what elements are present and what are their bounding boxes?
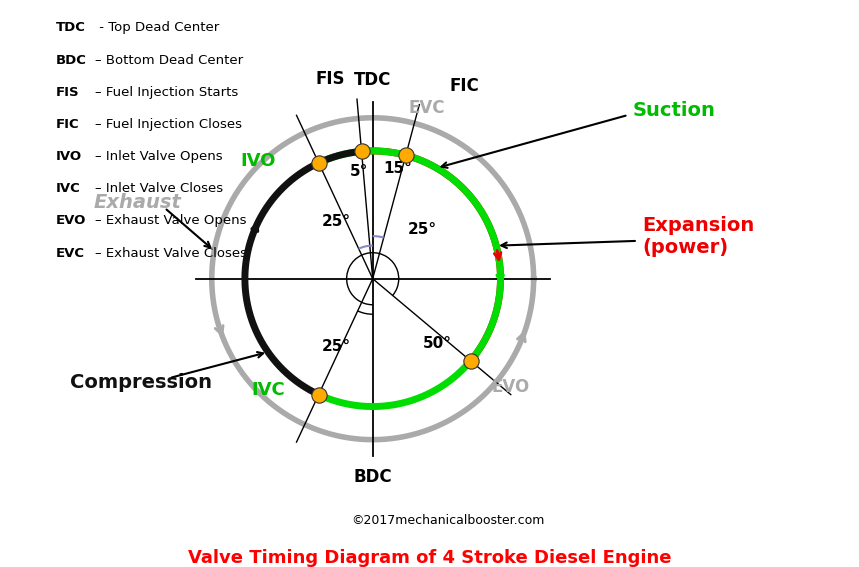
- Text: EVC: EVC: [409, 99, 445, 117]
- Text: 25°: 25°: [407, 222, 436, 237]
- Text: – Fuel Injection Closes: – Fuel Injection Closes: [95, 118, 242, 131]
- Text: IVC: IVC: [56, 182, 80, 195]
- Text: IVO: IVO: [241, 152, 276, 170]
- Text: 15°: 15°: [383, 162, 411, 176]
- Text: 25°: 25°: [322, 214, 351, 230]
- Text: BDC: BDC: [353, 468, 392, 486]
- Text: – Exhaust Valve Opens: – Exhaust Valve Opens: [95, 214, 247, 227]
- Text: EVO: EVO: [491, 378, 530, 396]
- Text: 50°: 50°: [423, 336, 452, 350]
- Text: Suction: Suction: [633, 101, 716, 120]
- Text: - Top Dead Center: - Top Dead Center: [95, 22, 220, 35]
- Text: FIC: FIC: [56, 118, 79, 131]
- Text: – Exhaust Valve Closes: – Exhaust Valve Closes: [95, 247, 247, 260]
- Text: 25°: 25°: [322, 340, 351, 354]
- Text: Expansion
(power): Expansion (power): [643, 215, 755, 257]
- Text: BDC: BDC: [56, 53, 87, 66]
- Text: FIS: FIS: [56, 86, 79, 99]
- Text: IVO: IVO: [56, 150, 82, 163]
- Text: – Fuel Injection Starts: – Fuel Injection Starts: [95, 86, 239, 99]
- Text: EVO: EVO: [56, 214, 86, 227]
- Text: – Bottom Dead Center: – Bottom Dead Center: [95, 53, 243, 66]
- Text: FIS: FIS: [315, 70, 345, 88]
- Text: Compression: Compression: [70, 373, 211, 392]
- Text: 5°: 5°: [350, 164, 368, 179]
- Text: – Inlet Valve Closes: – Inlet Valve Closes: [95, 182, 223, 195]
- Text: TDC: TDC: [354, 71, 392, 89]
- Text: EVC: EVC: [56, 247, 84, 260]
- Text: TDC: TDC: [56, 22, 85, 35]
- Text: ©2017mechanicalbooster.com: ©2017mechanicalbooster.com: [351, 514, 545, 527]
- Text: Exhaust: Exhaust: [94, 193, 181, 213]
- Text: IVC: IVC: [252, 381, 285, 399]
- Text: – Inlet Valve Opens: – Inlet Valve Opens: [95, 150, 223, 163]
- Text: FIC: FIC: [449, 77, 478, 95]
- Text: Valve Timing Diagram of 4 Stroke Diesel Engine: Valve Timing Diagram of 4 Stroke Diesel …: [188, 549, 671, 567]
